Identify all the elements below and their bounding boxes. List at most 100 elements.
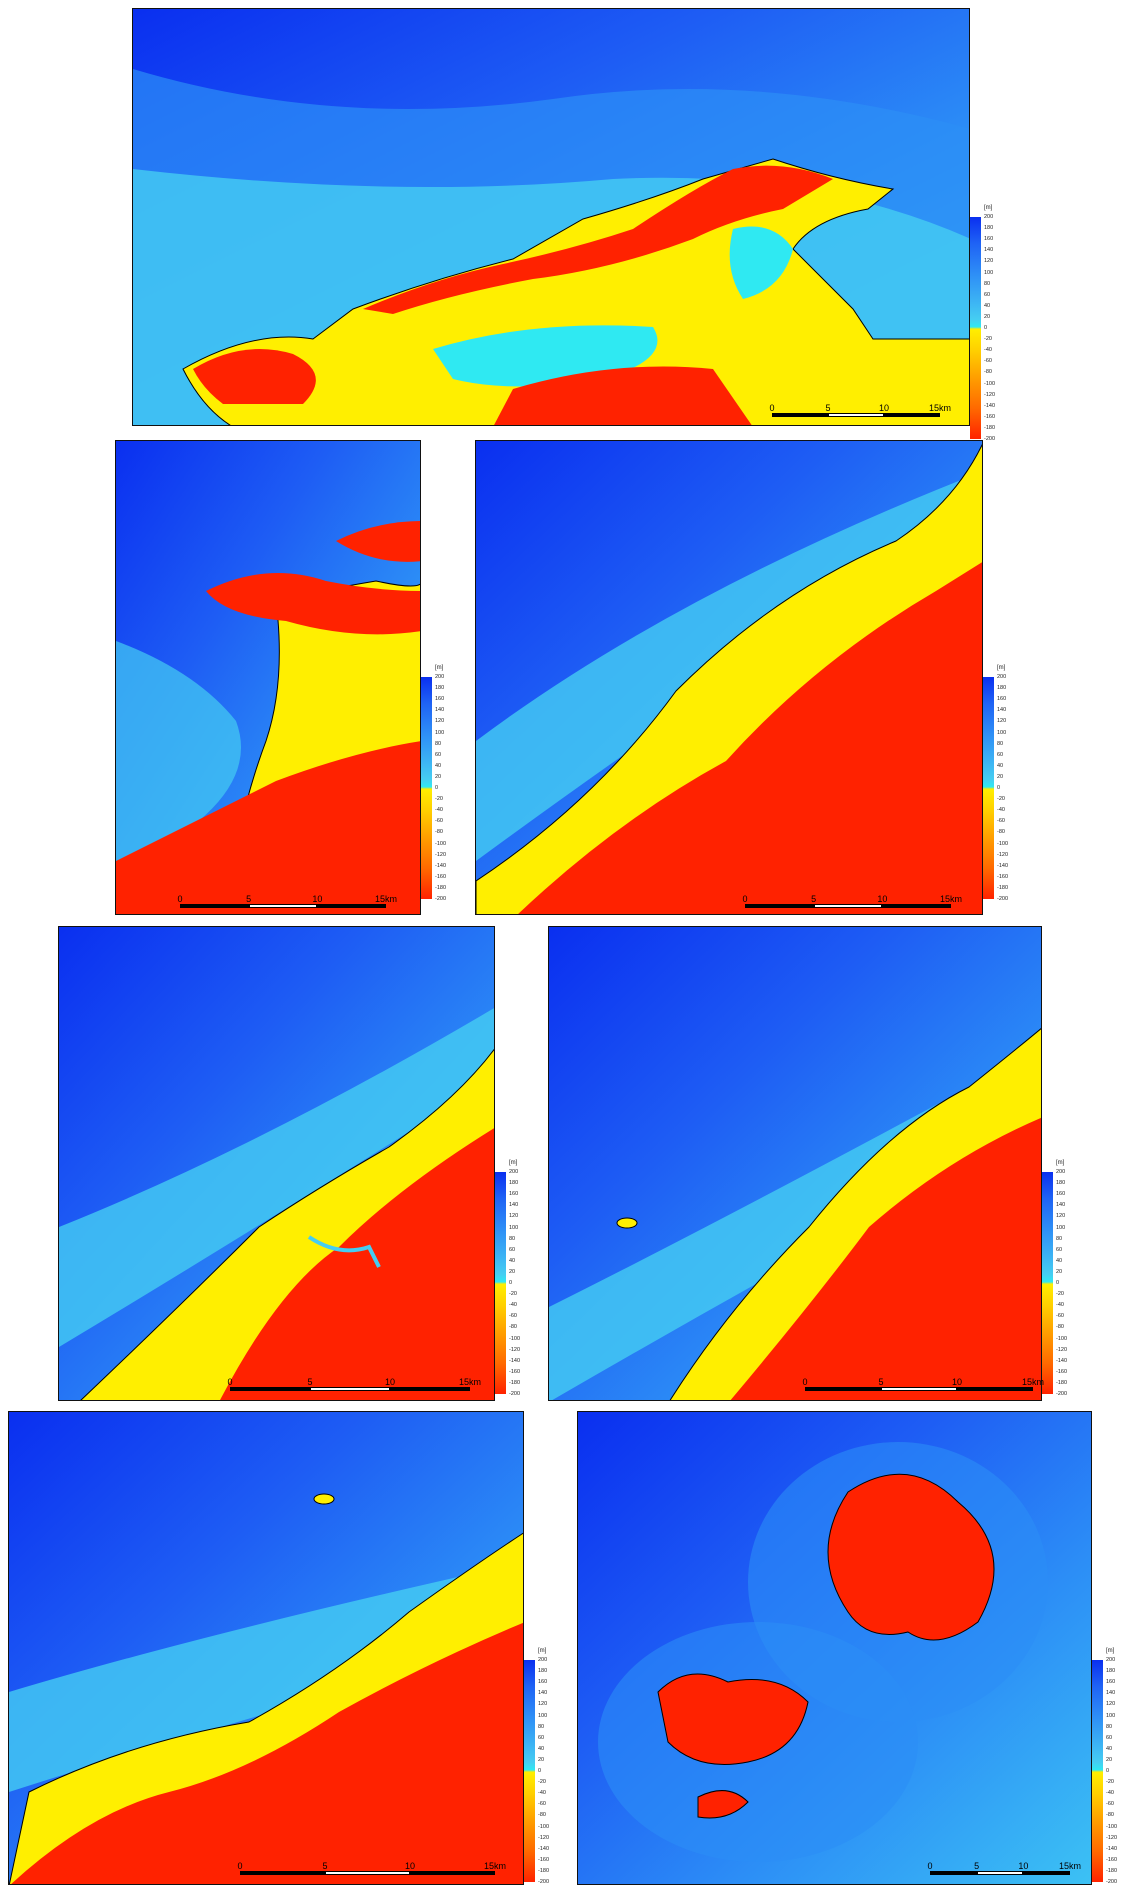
legend-color-bar [524,1660,535,1882]
scale-bar-label: 0 [177,894,183,904]
legend-tick-label: -180 [509,1379,521,1386]
scale-bar-segment [248,904,318,908]
legend-tick-label: -100 [997,840,1009,847]
scale-bar-label: 10 [878,403,890,413]
scale-bar-label: 0 [237,1861,243,1871]
legend-tick-label: 20 [1056,1268,1063,1275]
legend-tick-label: -100 [984,380,996,387]
legend-tick-label: -40 [509,1302,517,1309]
legend-tick-label: -60 [997,818,1005,825]
depth-legend-6: [m] 200 180 160 140 120 100 80 60 40 20 0 -20 -40 -60-… [524,1648,554,1885]
depth-legend-5: [m] 200 180 160 140 120 100 80 60 40 20 0 -20 -40 -60-… [1042,1160,1072,1397]
legend-tick-label: 100 [509,1224,519,1231]
legend-tick-label: 120 [1106,1701,1116,1708]
legend-tick-label: -200 [538,1879,550,1885]
legend-tick-label: 80 [984,280,991,287]
scale-bar-segment [310,1387,390,1391]
legend-color-bar [495,1172,506,1394]
legend-tick-label: 160 [435,696,445,703]
legend-tick-label: 0 [435,785,439,791]
legend-tick-label: -200 [984,436,996,442]
legend-tick-label: 0 [538,1768,542,1774]
legend-tick-label: 120 [997,718,1007,725]
legend-color-bar [983,677,994,899]
legend-tick-label: -20 [1106,1779,1114,1786]
legend-tick-label: 80 [538,1723,545,1730]
legend-tick-label: 200 [1056,1169,1066,1175]
legend-color-bar [970,217,981,439]
scale-bar-segment [828,413,884,417]
legend-tick-label: -120 [984,391,996,398]
legend-tick-label: 100 [1106,1712,1116,1719]
legend-tick-label: -120 [1056,1346,1068,1353]
legend-tick-label: 20 [435,773,442,780]
legend-tick-label: -100 [509,1335,521,1342]
legend-tick-label: -80 [997,829,1005,836]
legend-tick-label: -20 [984,336,992,343]
legend-tick-label: 160 [984,236,994,243]
scale-bar-2: 0 5 10 15km [177,894,397,915]
legend-tick-label: -160 [538,1856,550,1863]
legend-tick-label: -120 [1106,1834,1118,1841]
legend-tick-label: 60 [435,751,442,758]
legend-tick-label: -80 [1056,1324,1064,1331]
legend-tick-label: 120 [509,1213,519,1220]
legend-tick-label: -20 [538,1779,546,1786]
legend-tick-label: 100 [538,1712,548,1719]
scale-bar-label: 10 [877,894,888,904]
legend-tick-label: -120 [435,851,447,858]
legend-tick-label: -200 [997,896,1009,902]
map-panel-3 [475,440,983,915]
legend-tick-label: 180 [1106,1668,1116,1675]
legend-tick-label: 200 [538,1657,548,1663]
map-panel-6 [8,1411,524,1885]
legend-tick-label: 200 [997,674,1007,680]
scale-bar-label: 0 [802,1377,808,1387]
legend-tick-label: 80 [1106,1723,1113,1730]
legend-unit: [m] [1056,1160,1065,1166]
legend-tick-label: 40 [538,1745,545,1752]
depth-legend-2: [m] 200 180 160 140 120 100 80 60 40 20 0 -20 -40 -60-… [421,665,451,902]
legend-tick-label: -100 [1056,1335,1068,1342]
scale-bar-label: 5 [811,894,817,904]
legend-tick-label: -160 [509,1368,521,1375]
depth-legend-4: [m] 200 180 160 140 120 100 80 60 40 20 0 -20 -40 -60-… [495,1160,525,1397]
scale-bar-label: 5 [322,1861,328,1871]
legend-tick-label: -180 [997,884,1009,891]
legend-color-bar [421,677,432,899]
legend-tick-label: -180 [538,1867,550,1874]
legend-tick-label: 0 [984,325,988,331]
depth-legend-1: [m] 200 180 160 140 120 100 80 60 40 20 0 -20 -40 -60-… [970,205,1000,442]
legend-tick-label: -200 [509,1391,521,1397]
scale-bar-label: 0 [742,894,748,904]
scale-bar-1: 0 5 10 15km [769,403,951,424]
legend-tick-label: -140 [984,402,996,409]
legend-tick-label: 0 [1106,1768,1110,1774]
legend-tick-label: 180 [984,225,994,232]
legend-tick-label: 180 [509,1180,519,1187]
legend-tick-label: 180 [1056,1180,1066,1187]
legend-unit: [m] [997,665,1006,671]
legend-tick-label: -20 [1056,1291,1064,1298]
legend-tick-label: 140 [997,707,1007,714]
legend-tick-label: 40 [509,1257,516,1264]
legend-tick-label: -20 [997,796,1005,803]
legend-tick-label: -40 [984,347,992,354]
legend-tick-label: -180 [435,884,447,891]
legend-tick-label: -120 [509,1346,521,1353]
legend-tick-label: 40 [1056,1257,1063,1264]
legend-tick-label: -40 [435,807,443,814]
scale-bar-label: 15km [928,403,952,413]
legend-tick-label: 100 [1056,1224,1066,1231]
legend-tick-label: 60 [1106,1734,1113,1741]
scale-bar-label: 0 [927,1861,933,1871]
scale-bar-label: 15km [458,1377,482,1387]
legend-tick-label: 60 [538,1734,545,1741]
legend-tick-label: -100 [1106,1823,1118,1830]
scale-bar-7: 0 5 10 15km [927,1861,1081,1882]
legend-tick-label: -160 [1056,1368,1068,1375]
scale-bar-segment [976,1871,1024,1875]
legend-tick-label: 160 [509,1191,519,1198]
legend-tick-label: 140 [984,247,994,254]
scale-bar-3: 0 5 10 15km [742,894,962,915]
